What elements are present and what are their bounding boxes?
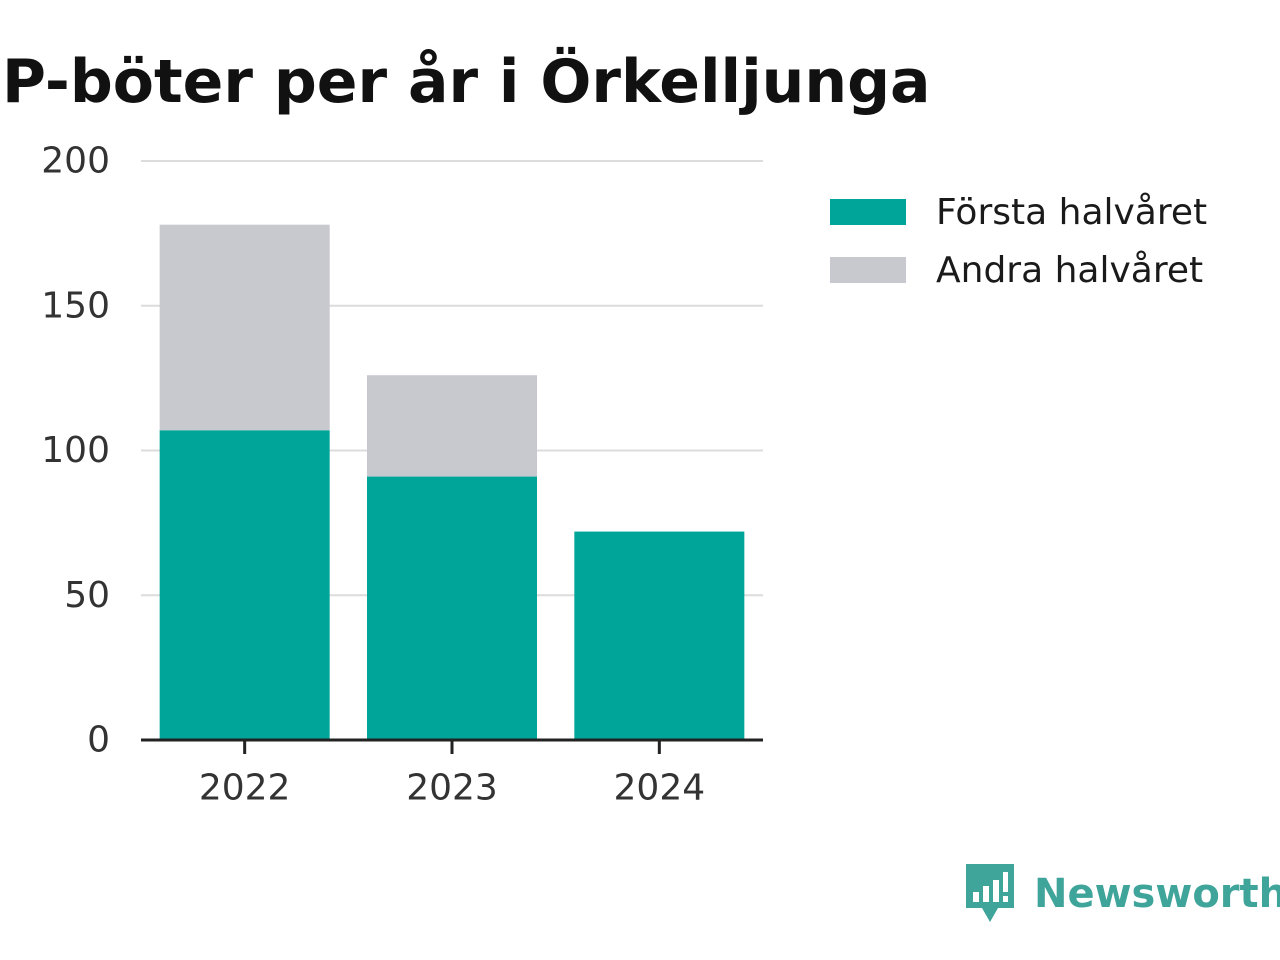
y-tick-label: 100 xyxy=(41,430,110,471)
x-tick-label: 2023 xyxy=(406,768,498,809)
chart-title: P-böter per år i Örkelljunga xyxy=(2,47,931,117)
legend: Första halvåret Andra halvåret xyxy=(830,183,1207,299)
newsworthy-logo: Newsworthy xyxy=(964,862,1280,926)
bar-chart-speech-bubble-icon xyxy=(966,864,1014,922)
bar-2022-second-half xyxy=(159,224,330,431)
bar-2023-second-half xyxy=(366,375,538,477)
bar-2024-first-half xyxy=(574,531,745,740)
x-tick-label: 2024 xyxy=(614,768,706,809)
y-tick-label: 0 xyxy=(87,720,110,761)
bar-2022-first-half xyxy=(159,430,330,740)
legend-item-second-half: Andra halvåret xyxy=(830,241,1207,299)
legend-swatch-second-half xyxy=(830,257,906,283)
legend-swatch-first-half xyxy=(830,199,906,225)
y-tick-label: 150 xyxy=(41,285,110,326)
brand-name: Newsworthy xyxy=(1034,871,1280,917)
legend-item-first-half: Första halvåret xyxy=(830,183,1207,241)
legend-label-first-half: Första halvåret xyxy=(936,191,1208,233)
y-tick-label: 200 xyxy=(41,141,110,182)
x-tick-label: 2022 xyxy=(199,768,291,809)
bar-2023-first-half xyxy=(366,476,538,740)
legend-label-second-half: Andra halvåret xyxy=(936,249,1204,291)
y-tick-label: 50 xyxy=(64,575,110,616)
